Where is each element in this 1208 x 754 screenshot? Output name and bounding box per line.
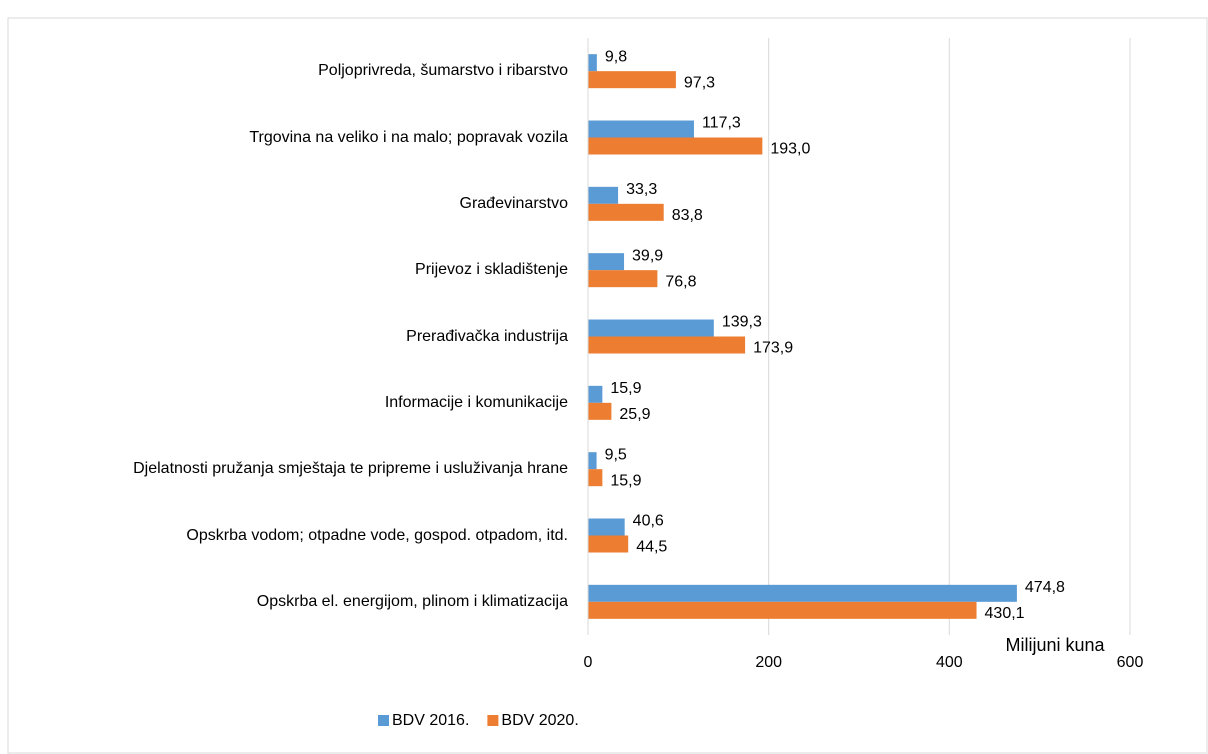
value-label: 44,5 xyxy=(636,539,667,556)
value-label: 9,5 xyxy=(605,446,627,463)
bar xyxy=(588,137,763,155)
bar xyxy=(588,518,625,536)
y-tick-label: Prerađivačka industrija xyxy=(406,327,568,345)
value-label: 430,1 xyxy=(985,605,1025,622)
bar xyxy=(588,601,977,619)
value-label: 40,6 xyxy=(633,513,664,530)
value-label: 193,0 xyxy=(770,141,810,158)
legend-swatch xyxy=(487,715,499,726)
value-label: 97,3 xyxy=(684,74,715,91)
y-tick-label: Informacije i komunikacije xyxy=(384,393,568,411)
bar xyxy=(588,54,597,72)
bar xyxy=(588,270,658,288)
bar xyxy=(588,203,664,221)
value-label: 76,8 xyxy=(665,273,696,290)
y-tick-label: Djelatnosti pružanja smještaja te pripre… xyxy=(133,460,568,478)
bar xyxy=(588,385,603,403)
bar xyxy=(588,469,603,487)
bar xyxy=(588,120,694,138)
x-tick-label: 0 xyxy=(584,654,593,671)
value-label: 83,8 xyxy=(672,207,703,224)
value-label: 39,9 xyxy=(632,247,663,264)
y-tick-label: Poljoprivreda, šumarstvo i ribarstvo xyxy=(318,62,568,80)
bar xyxy=(588,71,676,89)
value-label: 15,9 xyxy=(610,380,641,397)
legend-label: BDV 2020. xyxy=(501,712,578,729)
bar xyxy=(588,186,619,204)
value-label: 474,8 xyxy=(1025,579,1065,596)
value-label: 25,9 xyxy=(619,406,650,423)
bar xyxy=(588,402,612,420)
frame xyxy=(7,17,1208,754)
value-label: 33,3 xyxy=(626,181,657,198)
y-tick-label: Građevinarstvo xyxy=(459,194,569,212)
legend-swatch xyxy=(378,715,389,726)
bar xyxy=(588,336,746,354)
bar xyxy=(588,535,629,553)
bar xyxy=(588,452,597,470)
y-tick-label: Opskrba vodom; otpadne vode, gospod. otp… xyxy=(186,526,568,544)
value-label: 9,8 xyxy=(605,48,627,65)
x-axis-label: Milijuni kuna xyxy=(1005,635,1105,655)
x-tick-label: 200 xyxy=(755,654,782,671)
bar xyxy=(588,253,625,271)
bar xyxy=(588,584,1017,602)
y-tick-label: Opskrba el. energijom, plinom i klimatiz… xyxy=(256,592,568,610)
y-tick-label: Trgovina na veliko i na malo; popravak v… xyxy=(249,128,568,146)
value-label: 15,9 xyxy=(610,472,641,489)
legend-label: BDV 2016. xyxy=(392,712,469,729)
y-tick-label: Prijevoz i skladištenje xyxy=(415,261,568,279)
value-label: 139,3 xyxy=(722,314,762,331)
bar xyxy=(588,319,714,337)
value-label: 173,9 xyxy=(753,340,793,357)
value-label: 117,3 xyxy=(702,115,741,132)
x-tick-label: 400 xyxy=(936,654,963,671)
x-tick-label: 600 xyxy=(1117,654,1144,671)
